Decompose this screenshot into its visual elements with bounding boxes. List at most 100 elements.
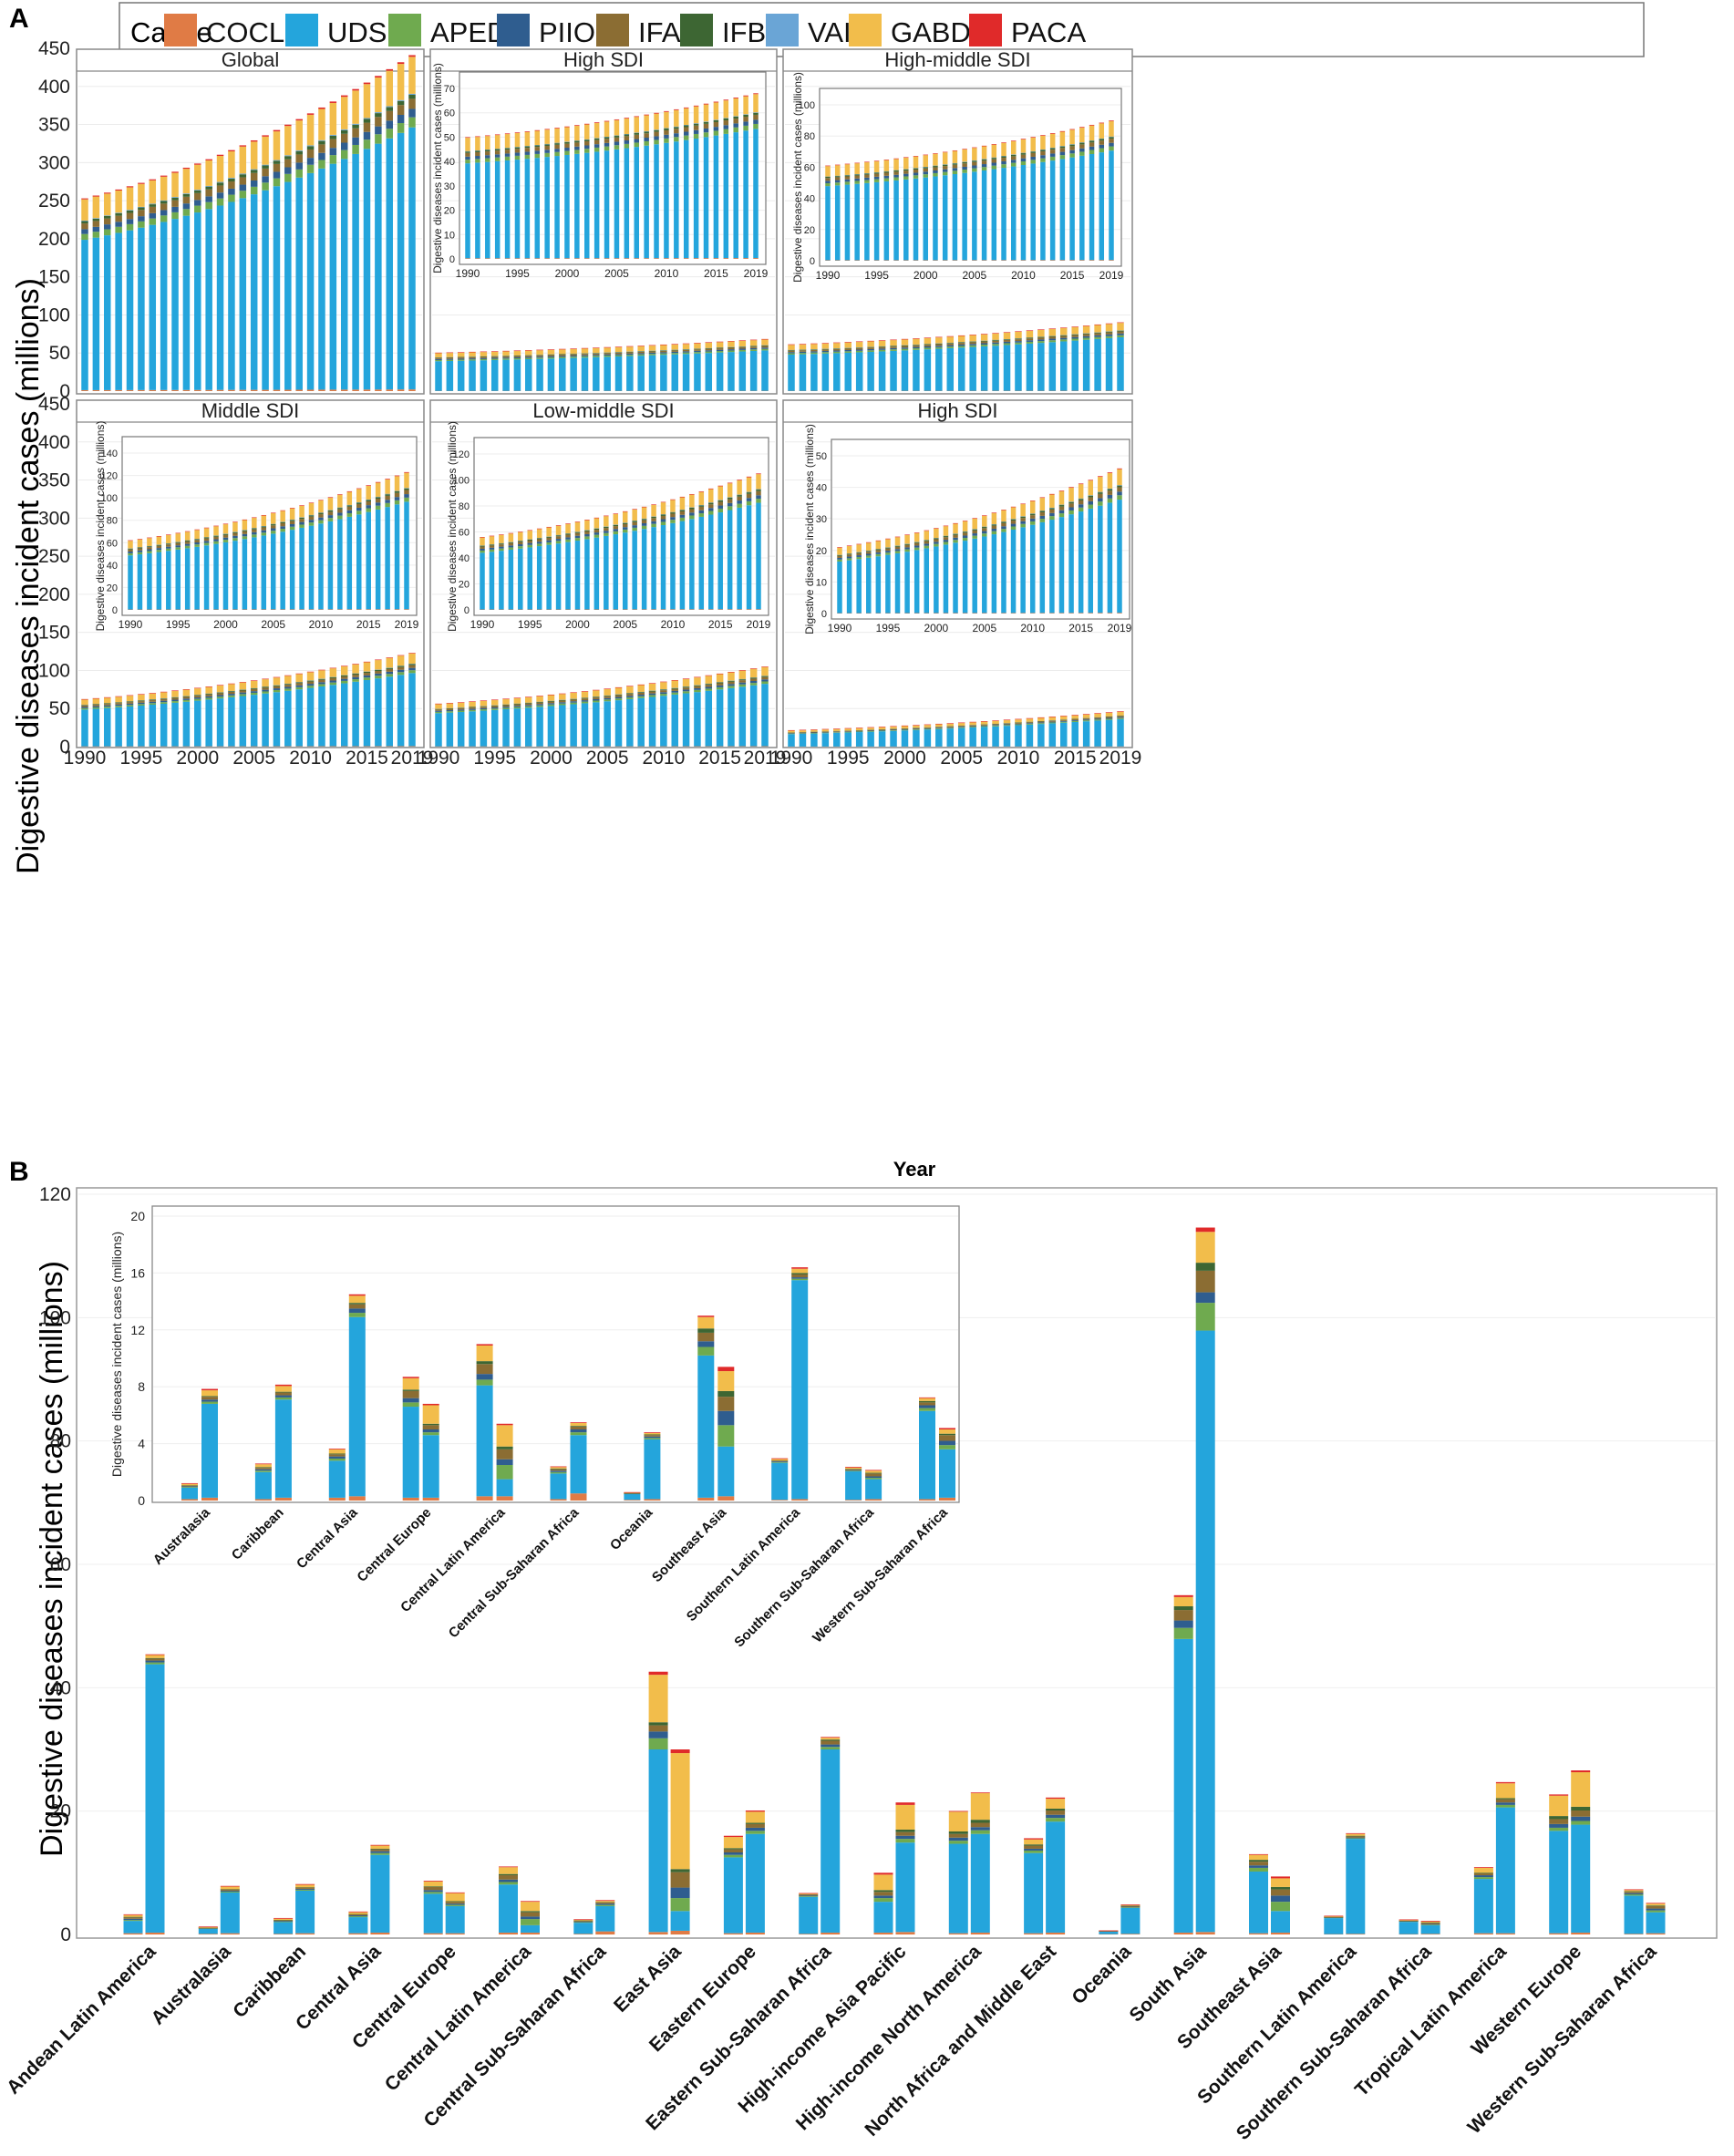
facet-2-bar-2010-ifbd <box>660 350 667 351</box>
facet-3-bar-2016-ifah <box>1082 334 1090 336</box>
facet-3-bar-2006-aped <box>969 345 976 347</box>
bar-1990-ifbd <box>1249 1860 1268 1862</box>
inset-4-bar-1995-ifbd <box>175 542 181 543</box>
bar-1990-piio <box>948 1837 968 1841</box>
inset-5-bar-2004-udsd <box>613 534 619 610</box>
inset-4-bar-1991-udsd <box>137 554 143 610</box>
inset-2-bar-2008-cocld <box>644 258 649 259</box>
inset-bar-2019-gabd <box>791 1268 809 1274</box>
x-tick-label: 2000 <box>883 748 926 769</box>
inset-3-bar-1992-cocld <box>844 260 851 261</box>
inset-2-bar-1996-cocld <box>524 258 531 259</box>
inset-3-bar-1991-udsd <box>834 185 841 261</box>
facet-4-bar-2002-ifah <box>216 693 224 696</box>
inset-3-bar-2000-aped <box>923 174 928 178</box>
facet-1-bar-1999-piio <box>182 203 191 210</box>
facet-6-bar-2001-ifah <box>913 727 920 729</box>
facet-3-bar-1999-aped <box>890 349 897 351</box>
y-tick-label: 0 <box>59 737 70 758</box>
inset-5-bar-2003-ifah <box>604 528 609 531</box>
facet-4-bar-2019-ifah <box>408 665 416 668</box>
inset-5-bar-2018-piio <box>746 498 752 501</box>
bar-2019-piio <box>670 1887 690 1899</box>
inset-4-bar-2005-ifbd <box>270 524 276 526</box>
bar-2019-aped <box>895 1839 915 1843</box>
facet-4-bar-2007-aped <box>273 689 281 693</box>
inset-6-bar-2018-paca <box>1107 472 1113 473</box>
facet-5-bar-2015-udsd <box>716 689 724 747</box>
inset-5-bar-2003-aped <box>604 532 609 536</box>
facet-5-bar-2003-aped <box>581 701 589 704</box>
inset-6-bar-2011-ifbd <box>1039 511 1046 513</box>
facet-1-bar-2009-ifbd <box>295 150 303 155</box>
panel-label-a: A <box>9 4 29 34</box>
inset-2-bar-2018-vaid <box>743 114 748 115</box>
inset-6-bar-2006-paca <box>991 512 997 513</box>
facet-1-bar-2005-aped <box>250 186 258 195</box>
inset-5-bar-2006-gabd <box>632 509 637 521</box>
facet-4-bar-2009-gabd <box>295 674 303 683</box>
inset-6-bar-1998-paca <box>913 532 920 533</box>
bar-2019-ifah <box>970 1822 990 1828</box>
inset-5-bar-2008-gabd <box>651 504 656 517</box>
facet-6-bar-2009-udsd <box>1003 726 1011 747</box>
facet-1-bar-1998-vaid <box>171 197 179 198</box>
inset-3-bar-2016-gabd <box>1079 128 1085 143</box>
inset-3-bar-2014-gabd <box>1059 131 1066 147</box>
inset-bar-2019-ifah <box>422 1425 439 1429</box>
facet-3-bar-2005-piio <box>957 344 965 346</box>
facet-6-bar-2018-gabd <box>1105 712 1113 717</box>
facet-2-bar-2000-ifbd <box>547 354 555 356</box>
inset-3-bar-2006-udsd <box>981 170 987 261</box>
bar-1990-paca <box>948 1810 968 1812</box>
facet-1-bar-2004-vaid <box>239 173 247 175</box>
inset-4-bar-2006-piio <box>280 526 285 530</box>
inset-6-bar-1996-gabd <box>894 537 901 546</box>
inset-5-bar-1997-udsd <box>546 544 552 610</box>
facet-2-bar-2007-gabd <box>626 346 634 352</box>
inset-3-bar-1994-aped <box>864 180 870 183</box>
facet-2-bar-2009-ifah <box>648 351 656 353</box>
inset-4-bar-1998-udsd <box>203 545 210 610</box>
facet-2-bar-2011-aped <box>671 353 678 355</box>
inset-4-bar-1992-aped <box>147 551 152 553</box>
inset-bar-1990-ifah <box>771 1460 789 1462</box>
facet-1-bar-1993-ifbd <box>115 212 122 216</box>
facet-4-bar-1990-gabd <box>81 699 88 706</box>
inset-4-bar-1997-gabd <box>194 530 200 540</box>
facet-1-bar-2018-piio <box>397 114 405 124</box>
inset-2-bar-2006-paca <box>624 118 630 119</box>
y-tick-label: 250 <box>38 546 70 567</box>
inset-5-bar-2007-ifbd <box>641 519 647 521</box>
facet-1-bar-1992-cocld <box>104 389 111 391</box>
facet-4-bar-2006-piio <box>262 689 269 692</box>
facet-6-bar-1999-piio <box>890 729 897 731</box>
inset-4-bar-1995-udsd <box>175 549 181 610</box>
facet-6-bar-2015-piio <box>1071 720 1079 721</box>
inset-6-bar-1995-ifah <box>885 548 891 552</box>
facet-2-bar-2006-piio <box>614 354 623 356</box>
facet-1-bar-1994-ifbd <box>126 210 134 213</box>
facet-6-bar-2019-piio <box>1117 717 1124 718</box>
bar-1990-aped <box>348 1916 368 1918</box>
facet-1-bar-2004-ifah <box>239 177 247 185</box>
inset-x-tick-label: 1995 <box>166 618 191 631</box>
bar-2019-udsd <box>445 1905 465 1934</box>
facet-2-bar-2010-piio <box>660 352 667 354</box>
bar-1990-paca <box>499 1866 518 1868</box>
facet-1-bar-2019-piio <box>408 108 416 118</box>
facet-5-bar-1992-udsd <box>457 711 465 747</box>
inset-2-bar-1992-paca <box>485 135 490 137</box>
inset-4-bar-2017-aped <box>385 502 390 508</box>
facet-6-bar-2019-ifbd <box>1117 715 1124 717</box>
bar-1990-aped <box>799 1895 819 1897</box>
facet-2-bar-2015-ifah <box>716 348 724 350</box>
facet-1-bar-2004-udsd <box>239 198 247 390</box>
facet-3-bar-2016-paca <box>1082 325 1090 326</box>
inset-6-bar-2008-ifah <box>1010 521 1017 524</box>
facet-1-bar-2015-paca <box>363 82 371 85</box>
inset-5-bar-2002-piio <box>593 532 600 535</box>
facet-5-bar-2004-ifah <box>593 697 600 699</box>
inset-5-bar-2019-aped <box>756 499 761 503</box>
